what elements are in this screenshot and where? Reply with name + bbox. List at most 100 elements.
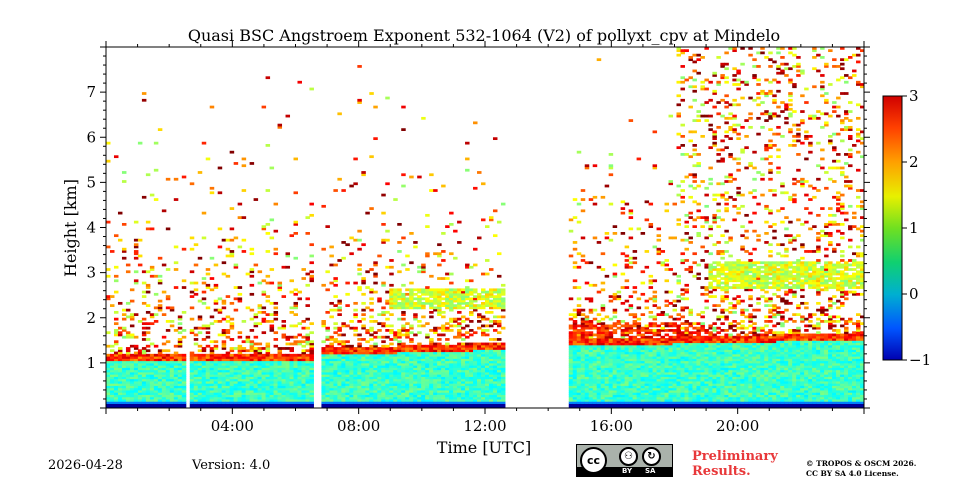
heatmap-cell [608,202,614,206]
heatmap-cell [672,340,677,344]
heatmap-cell [640,398,646,402]
heatmap-cell [173,261,179,265]
heatmap-cell [121,394,127,398]
heatmap-cell [664,374,670,377]
heatmap-cell [429,347,434,350]
heatmap-cell [133,376,139,380]
heatmap-cell [417,365,422,368]
heatmap-cell [381,401,386,404]
heatmap-cell [341,378,346,382]
heatmap-cell [369,207,374,210]
heatmap-cell [381,283,386,287]
heatmap-cell [421,347,426,350]
heatmap-cell [437,367,442,371]
heatmap-cell [285,394,291,398]
heatmap-cell [652,329,658,332]
heatmap-cell [457,329,462,332]
heatmap-cell [453,306,458,310]
heatmap-cell [205,371,211,375]
heatmap-cell [413,301,418,305]
heatmap-cell [429,274,434,278]
heatmap-cell [297,403,302,407]
heatmap-cell [209,389,215,393]
heatmap-cell [357,398,362,402]
heatmap-cell [281,365,287,368]
heatmap-cell [225,396,231,400]
heatmap-cell [608,380,614,384]
heatmap-cell [576,353,582,357]
heatmap-cell [157,392,163,395]
heatmap-cell [457,349,462,353]
heatmap-cell [145,283,151,287]
heatmap-cell [485,259,490,262]
heatmap-cell [429,299,434,303]
heatmap-cell [624,353,630,357]
heatmap-cell [237,371,243,375]
heatmap-cell [488,362,494,366]
heatmap-cell [257,281,263,285]
heatmap-cell [205,344,211,348]
heatmap-cell [397,342,402,346]
heatmap-cell [664,392,670,395]
heatmap-cell [488,367,494,371]
heatmap-cell [668,268,674,271]
heatmap-cell [181,378,187,382]
heatmap-cell [393,362,398,366]
heatmap-cell [648,347,654,350]
heatmap-cell [369,329,374,332]
heatmap-cell [648,349,654,353]
heatmap-cell [588,333,594,337]
heatmap-cell [469,396,474,400]
heatmap-cell [397,333,402,337]
heatmap-cell [672,353,677,357]
heatmap-cell [161,376,167,380]
heatmap-cell [632,389,638,393]
heatmap-cell [109,380,115,384]
heatmap-cell [457,365,462,368]
heatmap-cell [289,310,295,314]
heatmap-cell [624,394,630,398]
heatmap-cell [636,360,642,364]
heatmap-cell [660,261,666,265]
heatmap-cell [149,403,155,407]
heatmap-cell [664,369,670,373]
heatmap-cell [245,371,251,375]
heatmap-cell [173,398,179,402]
heatmap-cell [584,383,590,386]
heatmap-cell [197,403,203,407]
heatmap-cell [217,396,223,400]
heatmap-cell [277,123,283,127]
heatmap-cell [421,292,426,296]
heatmap-cell [233,376,239,380]
heatmap-cell [632,360,638,364]
heatmap-cell [329,367,334,371]
heatmap-cell [389,396,394,400]
heatmap-cell [209,362,215,366]
heatmap-cell [481,394,486,398]
heatmap-cell [576,367,582,371]
heatmap-cell [345,356,350,359]
heatmap-cell [197,367,203,371]
heatmap-cell [620,335,626,339]
heatmap-cell [197,256,203,260]
heatmap-cell [141,367,147,371]
heatmap-cell [301,376,306,380]
heatmap-cell [640,292,646,296]
heatmap-cell [133,401,139,404]
heatmap-cell [473,380,478,384]
heatmap-cell [225,392,231,395]
heatmap-cell [249,392,255,395]
heatmap-cell [441,398,446,402]
heatmap-cell [209,353,215,357]
heatmap-cell [385,362,390,366]
heatmap-cell [397,347,402,350]
heatmap-cell [616,376,622,380]
heatmap-cell [106,376,111,380]
heatmap-cell [500,398,506,402]
heatmap-cell [106,344,111,348]
heatmap-cell [588,310,594,314]
heatmap-cell [481,362,486,366]
heatmap-cell [321,369,326,373]
heatmap-cell [293,394,298,398]
heatmap-cell [209,401,215,404]
